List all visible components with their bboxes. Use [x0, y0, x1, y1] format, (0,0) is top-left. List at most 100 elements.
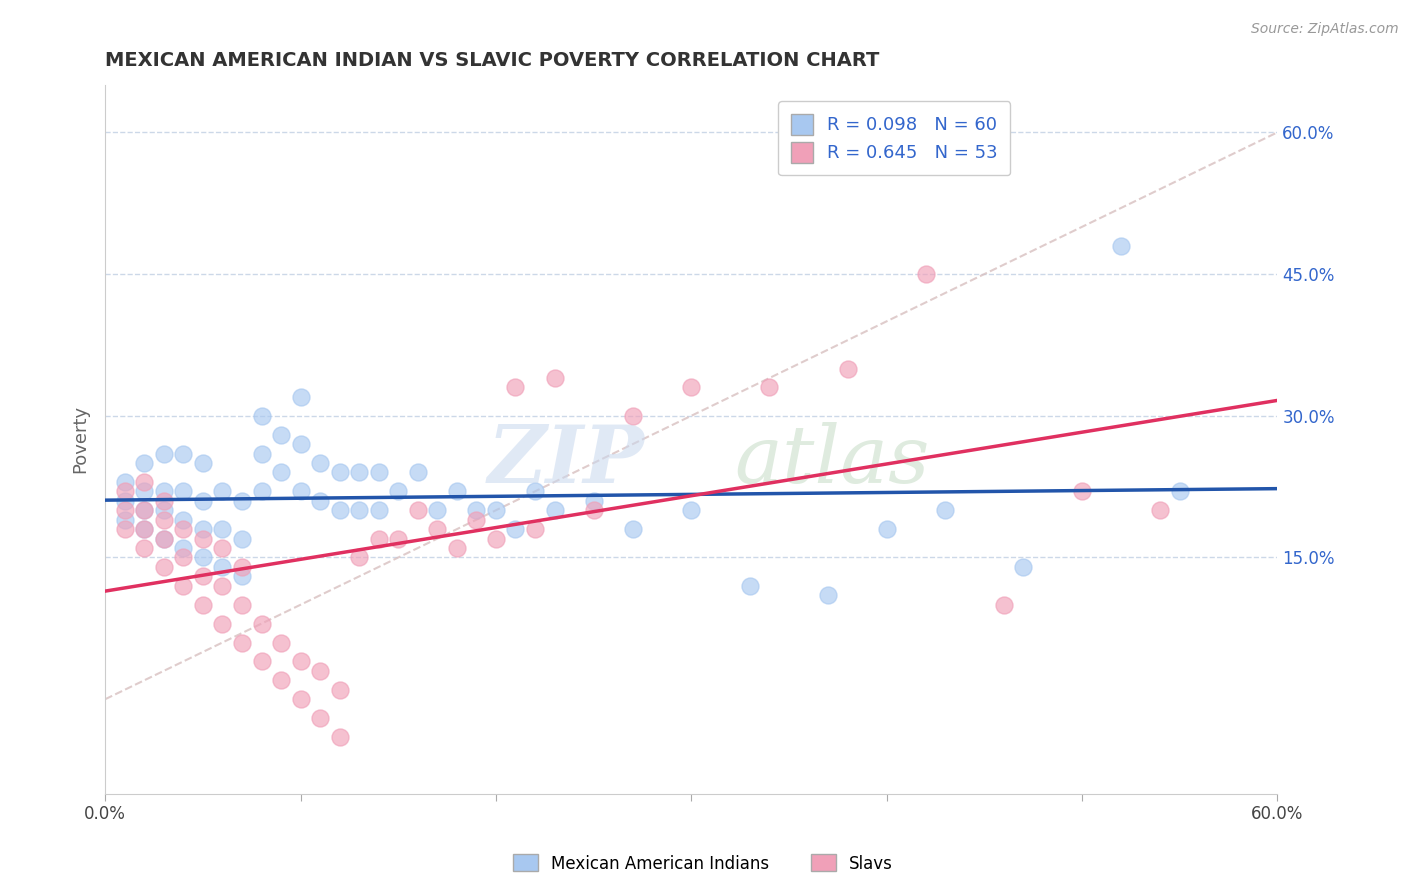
Point [211, 484, 233, 499]
Point [505, 522, 527, 536]
Point [505, 380, 527, 394]
Point [582, 493, 605, 508]
Point [681, 503, 703, 517]
Point [543, 503, 565, 517]
Point [621, 522, 644, 536]
Point [134, 503, 156, 517]
Point [153, 532, 176, 546]
Point [329, 466, 352, 480]
Point [211, 541, 233, 555]
Point [876, 522, 898, 536]
Point [191, 522, 214, 536]
Point [329, 682, 352, 697]
Point [290, 654, 312, 668]
Point [134, 475, 156, 489]
Point [211, 616, 233, 631]
Point [153, 560, 176, 574]
Point [172, 446, 194, 460]
Point [993, 598, 1015, 612]
Point [191, 550, 214, 565]
Point [290, 437, 312, 451]
Point [134, 503, 156, 517]
Point [817, 588, 839, 602]
Point [1109, 238, 1132, 252]
Point [387, 484, 409, 499]
Point [231, 532, 253, 546]
Point [114, 503, 136, 517]
Point [153, 532, 176, 546]
Point [134, 456, 156, 470]
Text: Source: ZipAtlas.com: Source: ZipAtlas.com [1251, 22, 1399, 37]
Point [1149, 503, 1171, 517]
Point [934, 503, 956, 517]
Point [446, 484, 468, 499]
Point [114, 493, 136, 508]
Point [270, 635, 292, 649]
Point [543, 371, 565, 385]
Point [114, 484, 136, 499]
Point [367, 503, 389, 517]
Point [1071, 484, 1094, 499]
Point [290, 390, 312, 404]
Y-axis label: Poverty: Poverty [72, 405, 89, 474]
Point [172, 579, 194, 593]
Point [250, 616, 273, 631]
Point [191, 493, 214, 508]
Point [446, 541, 468, 555]
Point [153, 503, 176, 517]
Point [485, 532, 508, 546]
Point [172, 484, 194, 499]
Point [191, 456, 214, 470]
Point [172, 522, 194, 536]
Point [426, 522, 449, 536]
Point [191, 532, 214, 546]
Point [406, 503, 429, 517]
Point [758, 380, 780, 394]
Point [465, 513, 488, 527]
Point [231, 560, 253, 574]
Point [211, 579, 233, 593]
Point [582, 503, 605, 517]
Point [309, 493, 332, 508]
Point [134, 522, 156, 536]
Point [211, 522, 233, 536]
Point [134, 541, 156, 555]
Point [290, 484, 312, 499]
Text: MEXICAN AMERICAN INDIAN VS SLAVIC POVERTY CORRELATION CHART: MEXICAN AMERICAN INDIAN VS SLAVIC POVERT… [105, 51, 880, 70]
Point [406, 466, 429, 480]
Point [114, 522, 136, 536]
Point [250, 654, 273, 668]
Point [524, 522, 547, 536]
Point [211, 560, 233, 574]
Point [524, 484, 547, 499]
Point [172, 513, 194, 527]
Point [250, 409, 273, 423]
Point [191, 598, 214, 612]
Point [250, 484, 273, 499]
Point [465, 503, 488, 517]
Legend: Mexican American Indians, Slavs: Mexican American Indians, Slavs [506, 847, 900, 880]
Point [329, 730, 352, 744]
Point [231, 598, 253, 612]
Point [153, 446, 176, 460]
Point [191, 569, 214, 583]
Point [250, 446, 273, 460]
Point [347, 503, 370, 517]
Text: atlas: atlas [734, 422, 929, 500]
Point [347, 466, 370, 480]
Point [738, 579, 761, 593]
Point [1168, 484, 1191, 499]
Point [270, 427, 292, 442]
Point [231, 493, 253, 508]
Point [309, 664, 332, 678]
Point [367, 466, 389, 480]
Point [114, 475, 136, 489]
Point [347, 550, 370, 565]
Point [153, 513, 176, 527]
Point [426, 503, 449, 517]
Point [329, 503, 352, 517]
Text: ZIP: ZIP [488, 422, 644, 500]
Point [309, 456, 332, 470]
Point [485, 503, 508, 517]
Point [231, 569, 253, 583]
